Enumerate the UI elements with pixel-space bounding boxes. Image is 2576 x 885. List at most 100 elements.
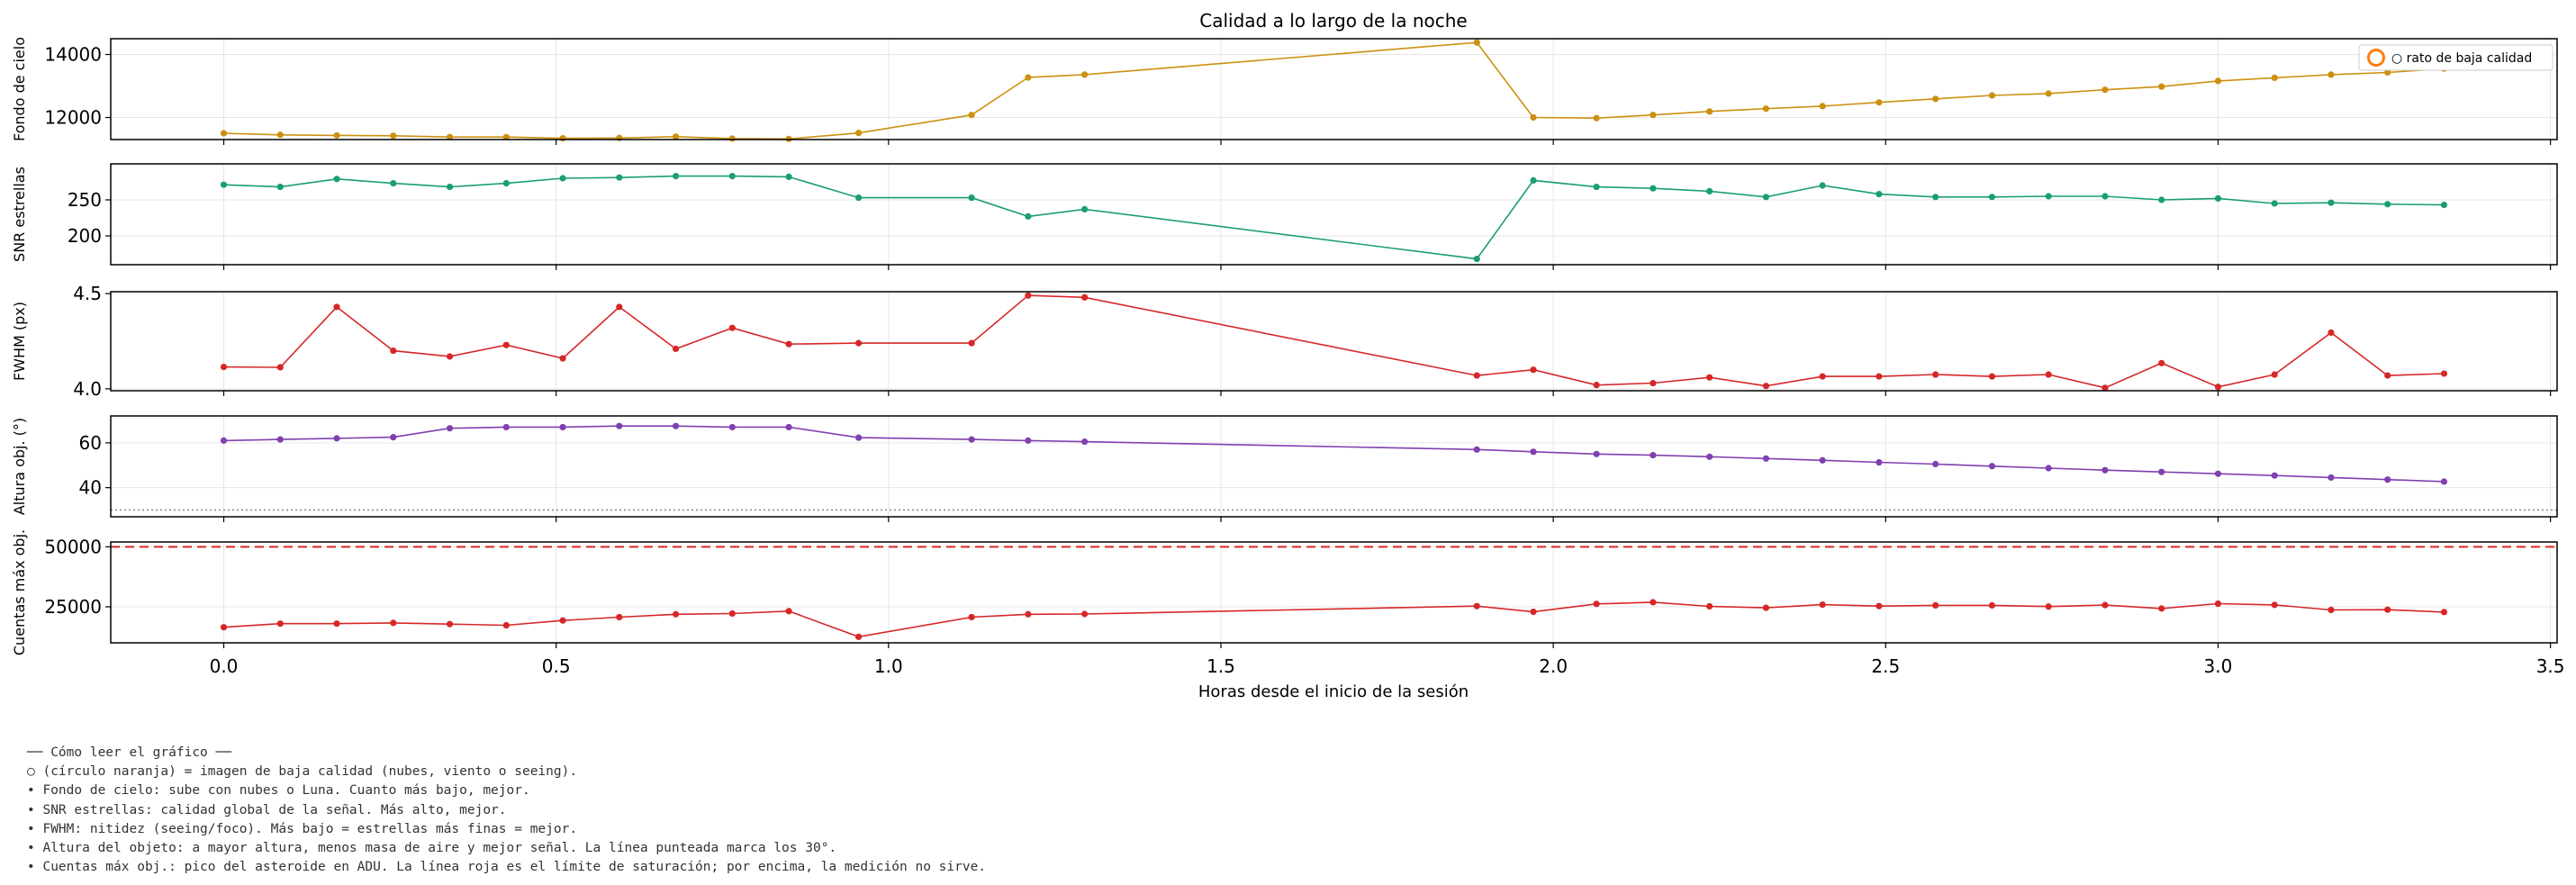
data-point	[1025, 610, 1032, 618]
y-tick-label: 50000	[44, 536, 102, 557]
data-point	[1081, 71, 1089, 78]
data-point	[1876, 458, 1883, 466]
data-point	[276, 620, 284, 628]
data-point	[968, 112, 975, 119]
data-point	[276, 364, 284, 371]
data-point	[2440, 202, 2448, 209]
data-point	[1706, 602, 1713, 610]
data-point	[785, 608, 792, 615]
data-point	[1530, 176, 1537, 184]
data-point	[1762, 604, 1770, 611]
data-point	[728, 173, 736, 180]
data-point	[2327, 329, 2335, 337]
data-point	[2384, 606, 2391, 613]
chart-title: Calidad a lo largo de la noche	[1199, 10, 1468, 32]
data-point	[1819, 456, 1826, 464]
data-point	[2158, 196, 2165, 203]
legend-marker-icon	[2367, 49, 2385, 67]
data-point	[2271, 200, 2278, 207]
data-point	[616, 174, 623, 181]
data-point	[1473, 256, 1480, 263]
data-point	[2384, 201, 2391, 208]
data-point	[276, 436, 284, 443]
data-point	[1988, 92, 1996, 99]
data-point	[672, 173, 680, 180]
data-point	[333, 176, 340, 183]
data-point	[968, 436, 975, 443]
data-point	[1081, 205, 1089, 212]
note-line: • FWHM: nitidez (seeing/foco). Más bajo …	[27, 821, 578, 836]
data-point	[1988, 601, 1996, 610]
note-line: ○ (círculo naranja) = imagen de baja cal…	[27, 764, 578, 780]
data-point	[446, 425, 454, 432]
chart-panels: 12000 14000 Fondo de cielo 200 250 SNR estrel…	[11, 37, 2558, 655]
panel-4: 40 60 Altura obj. (°)	[11, 415, 2558, 522]
data-point	[785, 423, 792, 431]
series-line	[223, 601, 2445, 638]
data-point	[2214, 384, 2222, 391]
data-point	[785, 173, 792, 180]
x-axis-label: Horas desde el inicio de la sesión	[1198, 682, 1469, 701]
data-point	[446, 353, 454, 360]
data-point	[968, 613, 975, 621]
data-point	[1650, 599, 1657, 606]
panel-frame	[110, 38, 2558, 140]
data-point	[390, 347, 397, 355]
data-point	[559, 135, 566, 142]
panel-frame	[110, 163, 2558, 266]
panel-1: 12000 14000 Fondo de cielo	[11, 37, 2558, 145]
data-point	[1473, 602, 1480, 610]
data-point	[2271, 601, 2278, 609]
data-point	[1473, 372, 1480, 379]
panel-3: 4.0 4.5 FWHM (px)	[11, 283, 2558, 400]
data-point	[333, 303, 340, 311]
data-point	[390, 434, 397, 441]
data-point	[2045, 371, 2052, 378]
data-point	[1876, 99, 1883, 106]
data-point	[1530, 448, 1537, 456]
data-point	[333, 620, 340, 628]
data-point	[2440, 478, 2448, 485]
data-point	[1473, 39, 1480, 46]
y-tick-label: 60	[79, 432, 102, 454]
data-point	[968, 194, 975, 202]
y-tick-label: 4.5	[73, 283, 102, 304]
data-point	[1530, 113, 1537, 122]
data-point	[1932, 194, 1939, 201]
data-point	[1706, 187, 1713, 194]
data-point	[1593, 382, 1600, 389]
x-tick-label: 1.0	[874, 655, 903, 677]
data-point	[220, 437, 228, 444]
data-point	[502, 133, 510, 140]
data-point	[220, 363, 228, 371]
y-axis-label: Fondo de cielo	[11, 37, 28, 141]
note-line: • Cuentas máx obj.: pico del asteroide e…	[27, 860, 987, 875]
data-point	[1081, 438, 1089, 446]
data-point	[1819, 182, 1826, 189]
data-point	[276, 184, 284, 191]
data-point	[1706, 374, 1713, 381]
data-point	[968, 339, 975, 347]
data-point	[1025, 212, 1032, 220]
data-point	[1988, 373, 1996, 380]
data-point	[2214, 194, 2222, 202]
data-point	[276, 131, 284, 139]
data-point	[559, 617, 566, 624]
y-tick-label: 25000	[44, 596, 102, 618]
data-point	[2384, 372, 2391, 379]
panel-frame	[110, 541, 2558, 644]
y-tick-label: 40	[79, 477, 102, 499]
data-point	[1876, 373, 1883, 380]
data-point	[333, 131, 340, 140]
data-point	[502, 423, 510, 431]
note-line: • Altura del objeto: a mayor altura, men…	[27, 841, 837, 856]
panel-5: 25000 50000 Cuentas máx obj.	[11, 529, 2558, 655]
y-axis-label: FWHM (px)	[11, 302, 28, 381]
data-point	[616, 422, 623, 429]
data-point	[728, 610, 736, 618]
data-point	[2271, 472, 2278, 479]
data-point	[672, 133, 680, 140]
data-point	[2101, 601, 2109, 609]
y-axis-label: Cuentas máx obj.	[11, 529, 28, 655]
data-point	[2327, 199, 2335, 206]
